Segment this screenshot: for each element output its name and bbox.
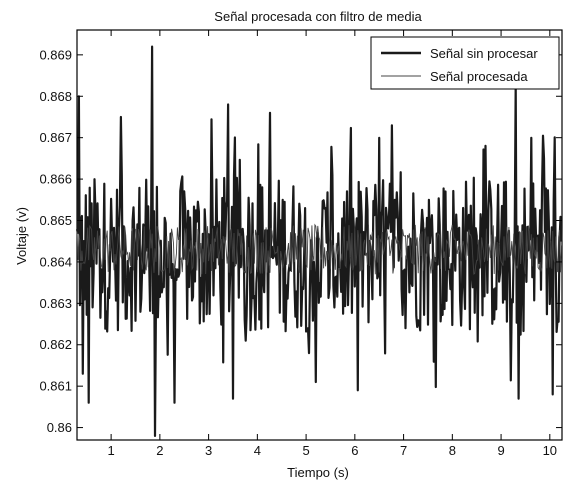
- x-tick-label: 10: [543, 443, 557, 458]
- y-tick-label: 0.864: [39, 254, 72, 269]
- series-layer: [75, 45, 563, 437]
- x-tick-label: 1: [108, 443, 115, 458]
- axes-layer: 1 2 3 4 5 6 7 8 9 10 0.86 0.861 0.862 0.863 0.864 0.865…: [39, 30, 562, 458]
- x-tick-label: 8: [449, 443, 456, 458]
- legend-label-raw-signal: Señal sin procesar: [430, 46, 538, 61]
- x-tick-label: 9: [497, 443, 504, 458]
- y-tick-label: 0.862: [39, 337, 72, 352]
- legend-label-processed-signal: Señal procesada: [430, 69, 528, 84]
- x-tick-label: 4: [254, 443, 261, 458]
- y-axis-label: Voltaje (v): [14, 207, 29, 265]
- x-tick-label: 6: [351, 443, 358, 458]
- y-tick-label: 0.86: [47, 420, 72, 435]
- y-tick-label: 0.861: [39, 379, 72, 394]
- legend-box: [370, 36, 560, 90]
- y-tick-label: 0.867: [39, 130, 72, 145]
- y-tick-label: 0.868: [39, 89, 72, 104]
- legend: Señal sin procesar Señal procesada: [370, 36, 560, 90]
- x-tick-label: 2: [156, 443, 163, 458]
- chart-title: Señal procesada con filtro de media: [214, 9, 422, 24]
- x-tick-label: 5: [302, 443, 309, 458]
- x-tick-label: 3: [205, 443, 212, 458]
- series-line-raw-signal: [75, 45, 563, 437]
- y-tick-label: 0.866: [39, 172, 72, 187]
- x-tick-label: 7: [400, 443, 407, 458]
- x-axis-label: Tiempo (s): [287, 465, 349, 480]
- y-tick-label: 0.869: [39, 47, 72, 62]
- y-tick-label: 0.863: [39, 296, 72, 311]
- y-tick-label: 0.865: [39, 213, 72, 228]
- series-line-processed-signal: [76, 223, 562, 275]
